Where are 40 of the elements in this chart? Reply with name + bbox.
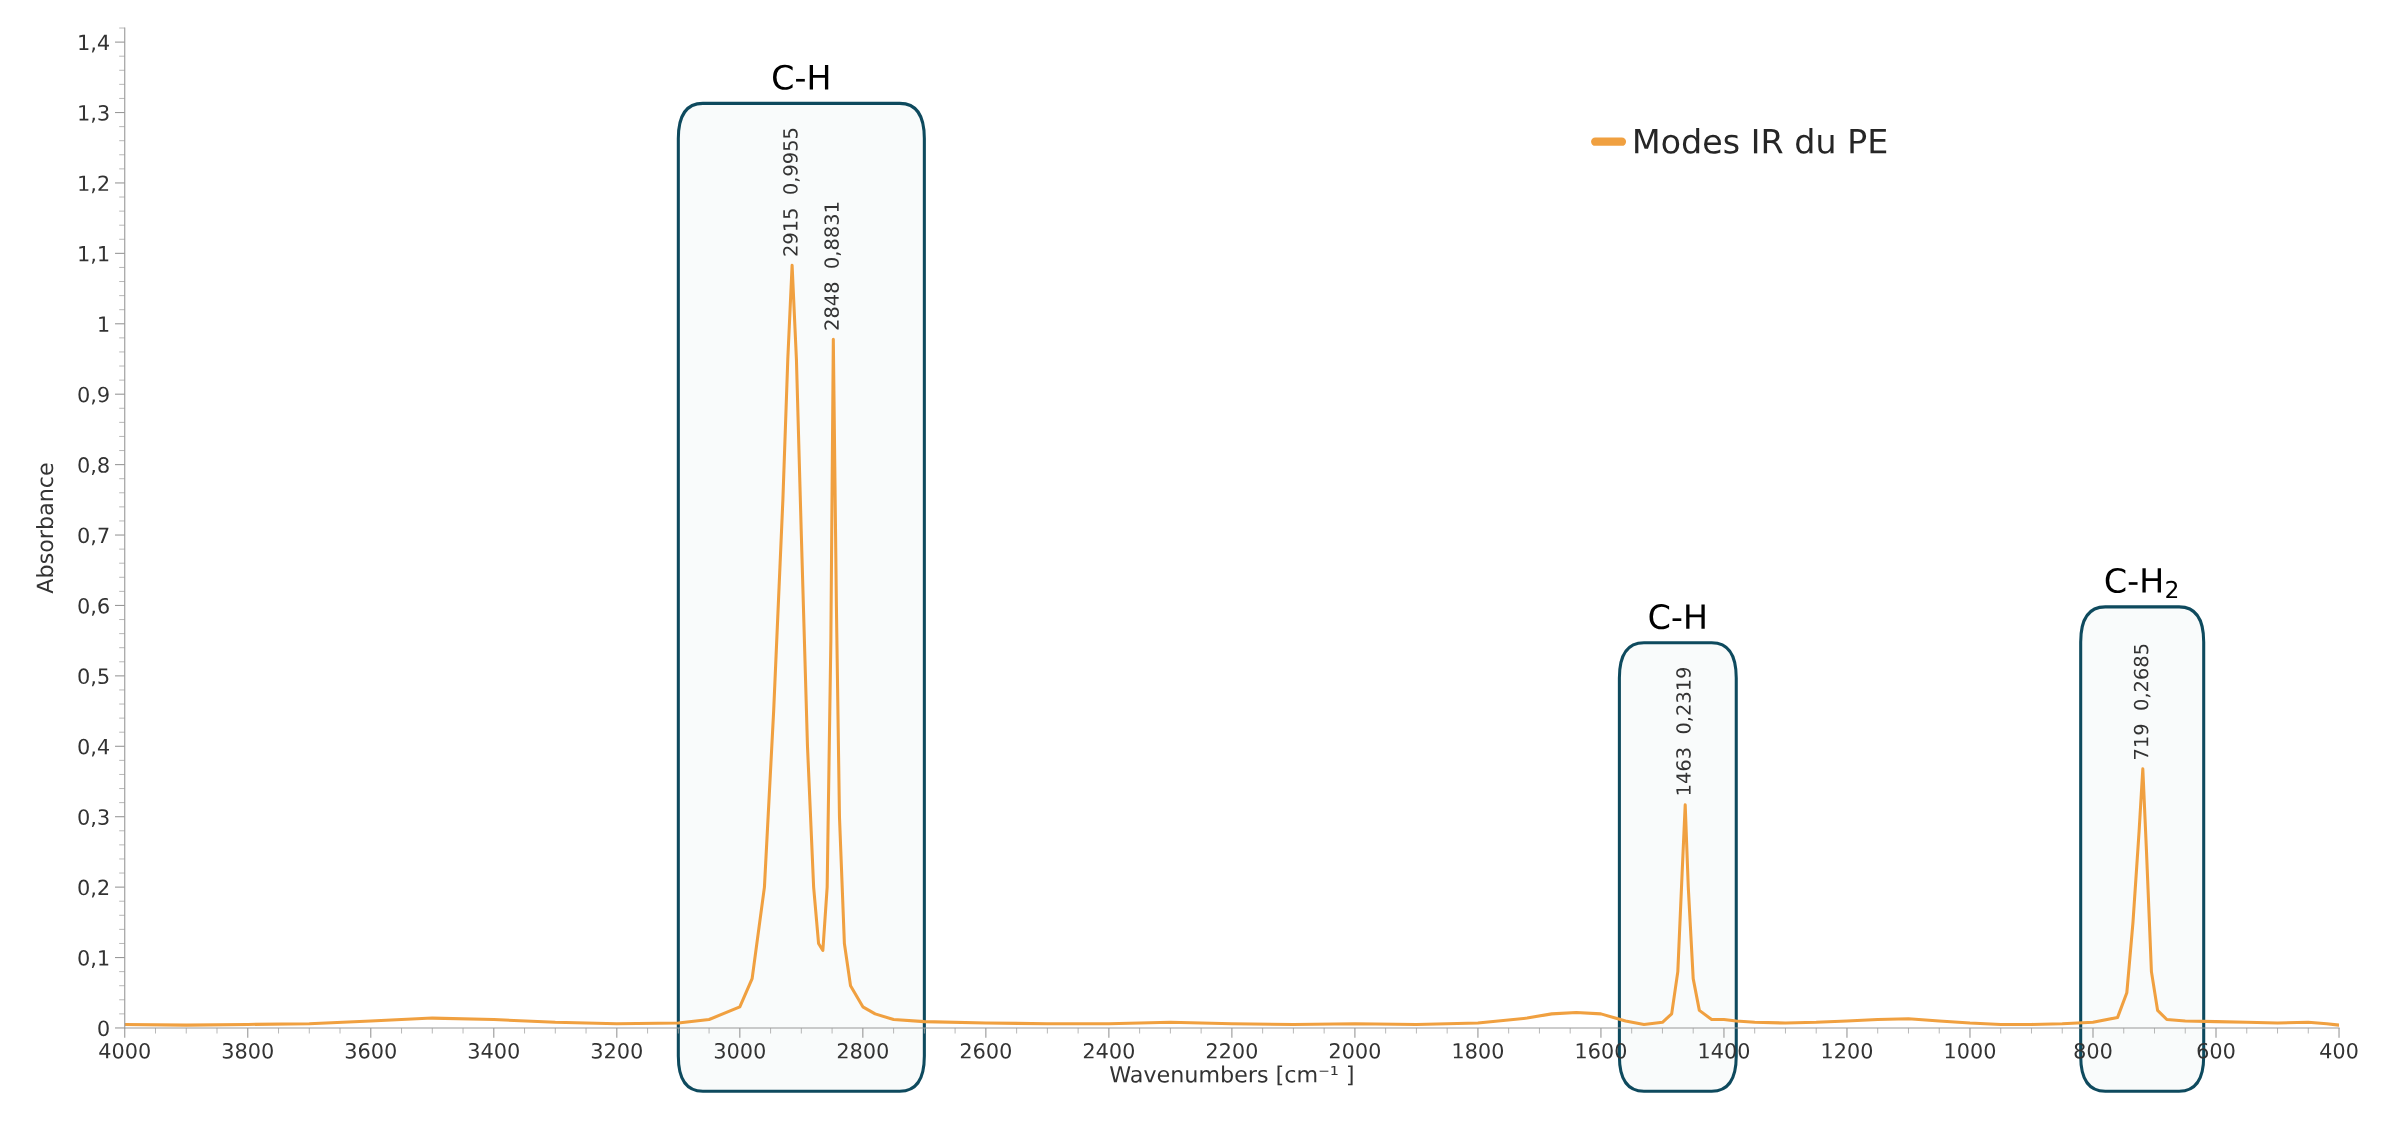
y-tick-label: 0,3 [78,809,109,828]
x-tick-label: 400 [2320,1042,2358,1059]
x-tick-label: 2200 [1206,1042,1258,1059]
y-tick-label: 0,2 [78,879,109,898]
y-tick-label: 0,1 [78,949,109,968]
y-tick-label: 0,8 [78,457,109,475]
x-tick-label: 2600 [960,1042,1011,1059]
x-axis-title: Wavenumbers [cm⁻¹ ] [1109,1065,1353,1086]
x-tick-label: 4000 [99,1042,150,1059]
x-tick-label: 1800 [1453,1042,1504,1059]
x-tick-label: 1000 [1945,1042,1996,1059]
y-tick-label: 0,4 [78,738,109,757]
x-tick-label: 2400 [1083,1042,1134,1059]
x-tick-label: 2000 [1329,1042,1381,1059]
y-tick-label: 0,7 [78,527,109,546]
y-tick-label: 0,6 [78,597,109,616]
y-tick-label: 1,3 [79,104,109,123]
y-tick-label: 0 [98,1020,109,1037]
y-tick-label: 0,9 [78,386,109,405]
x-tick-label: 1200 [1822,1042,1873,1059]
y-tick-label: 1,4 [79,34,109,53]
band-label: C-H$_{2}$ [2105,567,2178,599]
annotation: 2915 0,9955 [783,128,800,256]
y-axis-title: Absorbance [36,463,54,594]
annotation: 719 0,2685 [2133,644,2151,759]
x-tick-label: 2800 [837,1042,888,1059]
band-label: C-H [773,64,829,90]
legend-label: Modes IR du PE [1635,128,1887,154]
annotation: 2848 0,8831 [824,202,841,330]
y-tick-label: 0,5 [78,668,109,687]
x-tick-label: 3200 [591,1042,642,1059]
y-tick-label: 1,1 [79,246,109,264]
x-tick-label: 3400 [468,1042,519,1059]
annotation: 1463 0,2319 [1676,667,1693,795]
x-tick-label: 3800 [222,1042,273,1059]
x-tick-label: 3600 [345,1042,396,1059]
x-tick-label: 3000 [714,1042,765,1059]
y-tick-label: 1 [99,316,109,332]
y-tick-label: 1,2 [79,175,109,194]
band-label: C-H [1649,604,1705,630]
